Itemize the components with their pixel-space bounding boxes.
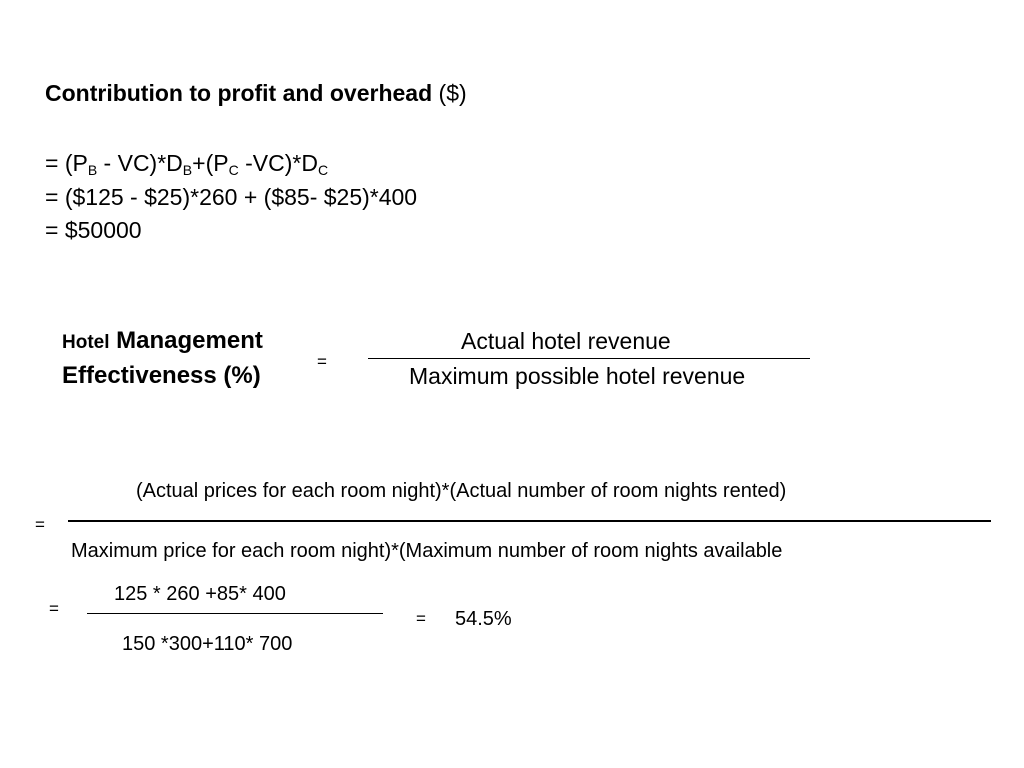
expanded-denominator: Maximum price for each room night)*(Maxi… (71, 540, 783, 562)
contribution-substitution: = ($125 - $25)*260 + ($85- $25)*400 (45, 184, 418, 210)
formula-part: -VC)*D (238, 150, 318, 176)
hme-fraction-bar (368, 358, 810, 359)
hme-numerator: Actual hotel revenue (461, 328, 671, 354)
contribution-result: = $50000 (45, 217, 142, 243)
contribution-title: Contribution to profit and overhead ($) (45, 80, 467, 107)
numeric-denominator: 150 *300+110* 700 (122, 633, 293, 655)
contribution-formula: = (PB - VC)*DB+(PC -VC)*DC (45, 150, 328, 177)
formula-part: +(P (192, 150, 229, 176)
formula-subscript: B (87, 162, 98, 178)
hme-label: Hotel Management (62, 327, 263, 355)
numeric-fraction-bar (87, 613, 383, 614)
hme-denominator: Maximum possible hotel revenue (409, 363, 746, 389)
expanded-equals: = (35, 515, 45, 534)
expanded-fraction-bar (68, 520, 991, 522)
formula-subscript: B (182, 162, 193, 178)
expanded-numerator: (Actual prices for each room night)*(Act… (136, 480, 787, 502)
numeric-numerator: 125 * 260 +85* 400 (114, 583, 286, 605)
result-equals: = (416, 609, 426, 628)
hme-label-line2: Effectiveness (%) (62, 362, 261, 389)
formula-part: - VC)*D (97, 150, 183, 176)
hme-label-large: Management (109, 327, 263, 354)
hme-label-small: Hotel (62, 332, 110, 353)
contribution-title-unit: ($) (432, 80, 467, 106)
numeric-equals: = (49, 599, 59, 618)
result-value: 54.5% (455, 608, 512, 630)
hme-equals: = (317, 352, 327, 371)
contribution-title-bold: Contribution to profit and overhead (45, 80, 433, 106)
formula-part: = (P (45, 150, 88, 176)
formula-subscript: C (317, 162, 329, 178)
formula-subscript: C (228, 162, 239, 178)
